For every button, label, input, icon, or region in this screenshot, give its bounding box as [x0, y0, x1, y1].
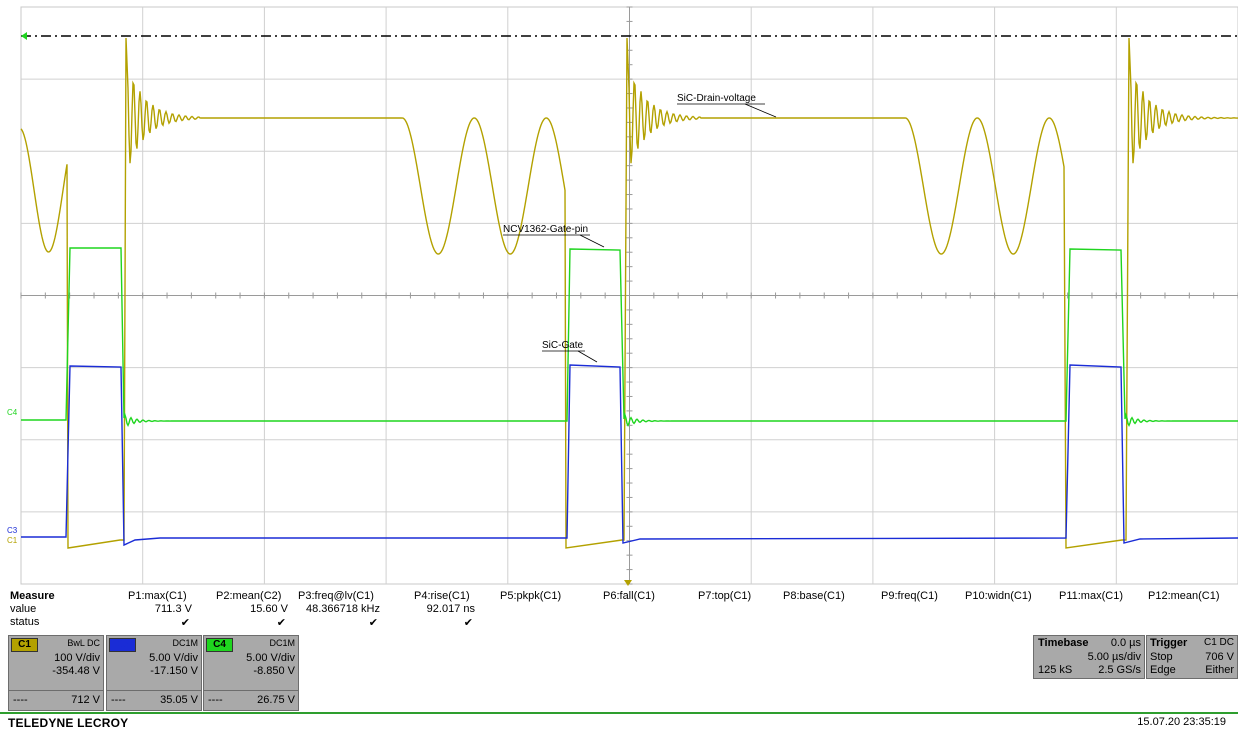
- measure-status-check: ✔: [180, 617, 190, 629]
- measure-col-header[interactable]: P6:fall(C1): [603, 590, 655, 602]
- trigger-level-marker: [21, 32, 27, 40]
- channel-reading: 712 V: [71, 694, 100, 706]
- measure-col-header[interactable]: P2:mean(C2): [216, 590, 282, 602]
- measure-col-header[interactable]: P10:widn(C1): [965, 590, 1032, 602]
- measure-value: 15.60 V: [250, 603, 288, 615]
- trigger-time-marker: [624, 580, 632, 586]
- timebase-per-div: 5.00 µs/div: [1087, 651, 1141, 663]
- measure-col-header[interactable]: P3:freq@lv(C1): [298, 590, 374, 602]
- channel-tag: C3: [109, 638, 136, 652]
- c4-ground-marker: C4: [7, 408, 18, 417]
- channel-box-c1[interactable]: C1 BwL DC 100 V/div -354.48 V ---- 712 V: [8, 635, 104, 711]
- c3-sic-gate-trace: [21, 364, 1238, 547]
- channel-box-c4[interactable]: C4 DC1M 5.00 V/div -8.850 V ---- 26.75 V: [203, 635, 299, 711]
- trigger-type: Edge: [1150, 664, 1176, 676]
- channel-offset: -17.150 V: [150, 665, 198, 677]
- measure-col-header[interactable]: P7:top(C1): [698, 590, 752, 602]
- trigger-title: Trigger: [1150, 637, 1188, 649]
- c1-drain-trace: [20, 37, 1238, 549]
- ncv-trace-label: NCV1362-Gate-pin: [503, 224, 588, 235]
- measure-status-label: status: [10, 616, 40, 628]
- channel-coupling: BwL DC: [67, 638, 100, 648]
- timebase-title: Timebase: [1038, 637, 1089, 649]
- trigger-slope: Either: [1205, 664, 1234, 676]
- channel-scale: 100 V/div: [54, 652, 100, 664]
- timebase-delay: 0.0 µs: [1110, 637, 1141, 649]
- channel-dashes: ----: [111, 694, 126, 706]
- timebase-rate: 2.5 GS/s: [1098, 664, 1141, 676]
- measure-value: 48.366718 kHz: [306, 603, 380, 615]
- channel-scale: 5.00 V/div: [246, 652, 295, 664]
- c3-ground-marker: C3: [7, 526, 18, 535]
- channel-reading: 35.05 V: [160, 694, 198, 706]
- trigger-mode: Stop: [1150, 651, 1173, 663]
- timebase-box[interactable]: Timebase 0.0 µs 5.00 µs/div 125 kS 2.5 G…: [1033, 635, 1145, 679]
- status-bar-line: [0, 712, 1238, 714]
- drain-trace-label: SiC-Drain-voltage: [677, 93, 756, 104]
- sic-gate-trace-label: SiC-Gate: [542, 340, 584, 351]
- channel-dashes: ----: [13, 694, 28, 706]
- measure-status-check: ✔: [463, 617, 473, 629]
- channel-offset: -8.850 V: [253, 665, 295, 677]
- channel-tag: C4: [206, 638, 233, 652]
- c1-ground-marker: C1: [7, 536, 18, 545]
- measure-col-header[interactable]: P12:mean(C1): [1148, 590, 1220, 602]
- channel-offset: -354.48 V: [52, 665, 100, 677]
- grid-lines: [20, 6, 1238, 585]
- channel-reading: 26.75 V: [257, 694, 295, 706]
- measure-col-header[interactable]: P9:freq(C1): [881, 590, 938, 602]
- measure-col-header[interactable]: P11:max(C1): [1059, 590, 1123, 602]
- channel-dashes: ----: [208, 694, 223, 706]
- measure-col-header[interactable]: P8:base(C1): [783, 590, 845, 602]
- brand-logo: TELEDYNE LECROY: [8, 716, 129, 730]
- channel-tag: C1: [11, 638, 38, 652]
- channel-box-c3[interactable]: C3 DC1M 5.00 V/div -17.150 V ---- 35.05 V: [106, 635, 202, 711]
- channel-scale: 5.00 V/div: [149, 652, 198, 664]
- trigger-source: C1 DC: [1203, 637, 1234, 648]
- measure-status-check: ✔: [368, 617, 378, 629]
- timestamp: 15.07.20 23:35:19: [1137, 716, 1226, 728]
- measure-value: 92.017 ns: [426, 603, 475, 615]
- measure-status-check: ✔: [276, 617, 286, 629]
- channel-coupling: DC1M: [172, 638, 198, 648]
- timebase-samples: 125 kS: [1038, 664, 1073, 676]
- measure-value: 711.3 V: [154, 603, 192, 615]
- trigger-level: 706 V: [1205, 651, 1234, 663]
- measure-col-header[interactable]: P5:pkpk(C1): [500, 590, 562, 602]
- measure-col-header[interactable]: P1:max(C1): [128, 590, 187, 602]
- trigger-box[interactable]: Trigger C1 DC Stop 706 V Edge Either: [1146, 635, 1238, 679]
- channel-coupling: DC1M: [269, 638, 295, 648]
- measure-value-label: value: [10, 603, 37, 615]
- measure-col-header[interactable]: P4:rise(C1): [414, 590, 470, 602]
- measure-title: Measure: [10, 590, 55, 602]
- c4-ncv-gate-trace: [21, 247, 1238, 428]
- waveform-grid[interactable]: SiC-Drain-voltage NCV1362-Gate-pin SiC-G…: [0, 0, 1238, 590]
